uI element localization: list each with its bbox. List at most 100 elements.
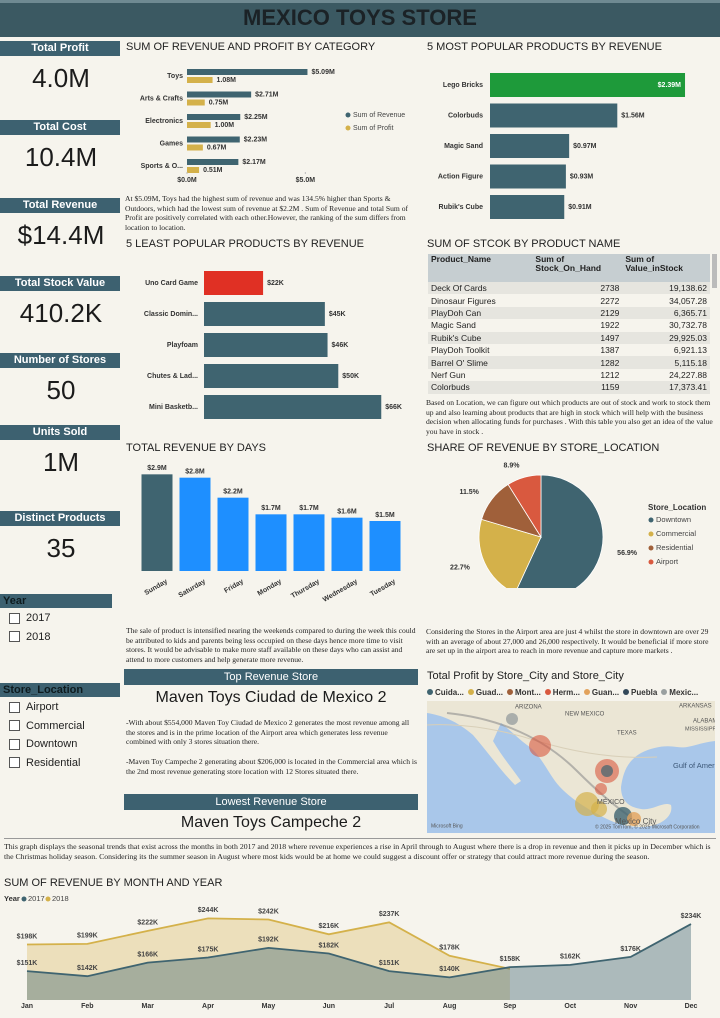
filter-option[interactable]: Commercial xyxy=(0,718,120,734)
kpi-label: Total Stock Value xyxy=(0,276,120,291)
checkbox[interactable] xyxy=(9,612,20,624)
category-label: Uno Card Game xyxy=(145,280,198,287)
chart: 5 MOST POPULAR PRODUCTS BY REVENUE Lego … xyxy=(427,41,686,219)
table-row: Rubik's Cube 1497 29,925.03 xyxy=(428,331,710,344)
checkbox[interactable] xyxy=(9,701,20,713)
map-label: NEW MEXICO xyxy=(565,712,605,718)
option-label: 2017 xyxy=(26,612,51,624)
checkbox[interactable] xyxy=(9,738,20,750)
table-row: Colorbuds 1159 17,373.41 xyxy=(428,381,710,394)
table-cell: Dinosaur Figures xyxy=(431,295,496,306)
checkbox[interactable] xyxy=(9,720,20,731)
legend-swatch xyxy=(583,689,590,695)
map-label: Microsoft Bing xyxy=(431,823,463,829)
filter-option[interactable]: Airport xyxy=(0,699,120,715)
data-label: $45K xyxy=(329,311,346,318)
option-label: Commercial xyxy=(26,719,85,732)
kpi-value: 35 xyxy=(46,533,76,563)
bar xyxy=(490,73,686,97)
data-label: $151K xyxy=(17,960,38,967)
legend-swatch xyxy=(345,125,351,131)
data-label: $176K xyxy=(620,946,641,953)
data-label: $244K xyxy=(198,907,219,914)
checkbox[interactable] xyxy=(9,631,20,642)
kpi-label: Number of Stores xyxy=(0,353,120,368)
data-label: $237K xyxy=(379,911,400,918)
data-label: $140K xyxy=(439,966,460,973)
category-label: Chutes & Lad... xyxy=(147,373,198,380)
data-label: $2.2M xyxy=(223,489,243,496)
table-cell: 6,365.71 xyxy=(622,306,710,320)
x-tick-label: Friday xyxy=(223,578,245,595)
table-cell: PlayDoh Can xyxy=(428,306,533,320)
store-name: Maven Toys Campeche 2 xyxy=(180,814,362,831)
filter-option[interactable]: 2018 xyxy=(0,629,120,645)
area-fill xyxy=(27,918,510,1000)
chart-title: 5 LEAST POPULAR PRODUCTS BY REVENUE xyxy=(126,238,364,250)
bar xyxy=(187,122,211,128)
x-tick-label: Mar xyxy=(142,1003,155,1010)
data-label: $0.91M xyxy=(568,204,592,211)
legend-swatch xyxy=(507,689,514,695)
map: ARIZONA NEW MEXICO ARKANSAS TEXAS ALABAMAMIS… xyxy=(427,701,715,833)
divider xyxy=(4,838,716,839)
note: Considering the Stores in the Airport ar… xyxy=(426,627,709,656)
legend-item: Guan... xyxy=(583,686,619,698)
legend-label: Sum of Profit xyxy=(353,125,394,132)
bubble xyxy=(627,812,641,826)
x-tick-label: Saturday xyxy=(177,578,207,599)
table-cell: 1282 xyxy=(532,356,623,369)
data-label: 56.9% xyxy=(617,550,638,557)
note: -With about $554,000 Maven Toy Ciudad de… xyxy=(126,718,410,747)
page-title: MEXICO TOYS STORE xyxy=(243,5,477,30)
data-label: $1.7M xyxy=(261,505,281,512)
x-tick-label: Feb xyxy=(81,1003,93,1010)
table-cell: 30,732.78 xyxy=(669,320,707,331)
x-tick-label: Oct xyxy=(564,1003,576,1010)
map-title: Total Profit by Store_City and Store_Cit… xyxy=(427,670,624,682)
legend-swatch xyxy=(661,689,668,695)
x-tick-label: Wednesday xyxy=(322,578,359,604)
bar xyxy=(187,77,213,83)
table-row: Dinosaur Figures 2272 34,057.28 xyxy=(428,294,710,306)
x-tick-label: Aug xyxy=(443,1003,457,1010)
data-label: $242K xyxy=(258,908,279,915)
table-cell: 1159 xyxy=(532,381,623,394)
checkbox[interactable] xyxy=(9,757,20,768)
kpi-label: Distinct Products xyxy=(0,511,120,526)
table-title: SUM OF STCOK BY PRODUCT NAME xyxy=(427,238,621,250)
x-tick-label: Jul xyxy=(384,1003,394,1010)
legend-swatch xyxy=(544,689,551,695)
x-tick-label: Sunday xyxy=(144,578,169,597)
kpi-value: 10.4M xyxy=(24,142,98,172)
category-label: Action Figure xyxy=(438,173,483,180)
data-label: $50K xyxy=(342,373,359,380)
data-label: $175K xyxy=(198,946,219,953)
option-label: 2018 xyxy=(26,630,51,643)
section-header: Lowest Revenue Store xyxy=(124,794,418,810)
table-cell: 17,373.41 xyxy=(622,381,710,394)
kpi-value: 410.2K xyxy=(19,298,103,328)
option-label: Airport xyxy=(26,701,59,713)
table-cell: 6,921.13 xyxy=(673,345,707,356)
bar xyxy=(204,271,264,295)
legend-label: Mexic... xyxy=(669,687,699,697)
filter-option[interactable]: Downtown xyxy=(0,736,120,752)
category-label: Arts & Crafts xyxy=(140,95,183,102)
x-tick-label: Sep xyxy=(503,1003,516,1010)
data-label: $192K xyxy=(258,937,279,944)
category-label: Magic Sand xyxy=(444,143,483,150)
legend-item: Guad... xyxy=(467,686,503,698)
legend-title: Store_Location xyxy=(648,503,706,512)
table-cell: 1212 xyxy=(600,369,620,380)
table-cell: Magic Sand xyxy=(431,320,476,331)
chart: TOTAL REVENUE BY DAYS $2.9M Sunday $2.8M Sa… xyxy=(126,442,401,604)
chart-title: SUM OF REVENUE BY MONTH AND YEAR xyxy=(4,877,222,889)
bar xyxy=(187,144,203,151)
x-tick-label: $5.0M xyxy=(296,177,316,184)
table-cell: 19,138.62 xyxy=(622,282,710,295)
filter-option[interactable]: 2017 xyxy=(0,610,120,626)
data-label: $1.56M xyxy=(621,112,645,119)
filter-option[interactable]: Residential xyxy=(0,755,120,771)
legend-label: Sum of Revenue xyxy=(353,112,405,119)
